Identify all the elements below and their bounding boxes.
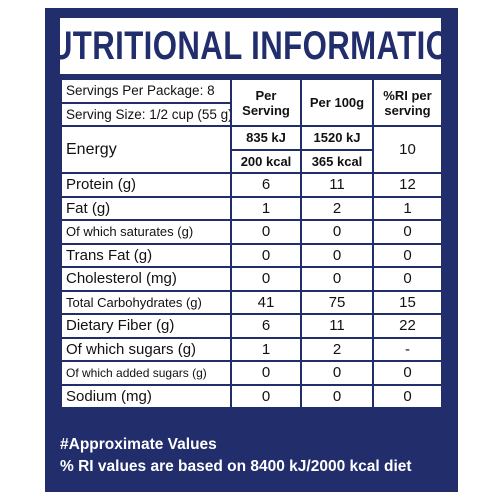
nutrient-row: Dietary Fiber (g) 6 11 22 (60, 313, 443, 339)
cell: 1 (230, 195, 302, 221)
cell: 0 (372, 360, 443, 386)
cell: 41 (230, 289, 302, 315)
nutrient-row: Of which saturates (g) 0 0 0 (60, 219, 443, 245)
cell: 6 (230, 172, 302, 198)
nutrient-row: Of which sugars (g) 1 2- (60, 336, 443, 362)
row-label: Of which added sugars (g) (60, 360, 232, 386)
cell: 22 (372, 313, 443, 339)
row-label: Energy (60, 125, 232, 174)
row-label: Trans Fat (g) (60, 242, 232, 268)
row-label: Of which sugars (g) (60, 336, 232, 362)
row-label: Dietary Fiber (g) (60, 313, 232, 339)
row-label: Sodium (mg) (60, 383, 232, 409)
column-header: Per Serving (230, 78, 302, 127)
cell: 0 (300, 242, 374, 268)
cell: 11 (300, 172, 374, 198)
cell: 0 (372, 266, 443, 292)
cell: 0 (300, 266, 374, 292)
serving-size: Serving Size: 1/2 cup (55 g) (60, 101, 232, 127)
nutrient-row: Of which added sugars (g) 0 0 0 (60, 360, 443, 386)
cell: 15 (372, 289, 443, 315)
row-label: Total Carbohydrates (g) (60, 289, 232, 315)
label-panel: NUTRITIONAL INFORMATION Servings Per Pac… (45, 8, 458, 492)
cell: 10 (372, 125, 443, 174)
header-row: Servings Per Package: 8 Per Serving Per … (60, 78, 443, 127)
cell: 0 (300, 219, 374, 245)
cell: 1 (230, 336, 302, 362)
title-box: NUTRITIONAL INFORMATION (60, 18, 441, 74)
column-header: %RI per serving (372, 78, 443, 127)
nutrient-row: Cholesterol (mg) 0 0 0 (60, 266, 443, 292)
cell: 0 (230, 266, 302, 292)
cell: 1 (372, 195, 443, 221)
column-header: Per 100g (300, 78, 374, 127)
cell: - (372, 336, 443, 362)
cell: 0 (230, 360, 302, 386)
nutrient-row: Sodium (mg) 0 0 0 (60, 383, 443, 409)
cell: 75 (300, 289, 374, 315)
cell: 365 kcal (300, 148, 374, 174)
nutrient-row: Protein (g) 6 11 12 (60, 172, 443, 198)
servings-per-package: Servings Per Package: 8 (60, 78, 232, 104)
cell: 0 (300, 360, 374, 386)
row-label: Of which saturates (g) (60, 219, 232, 245)
cell: 0 (372, 219, 443, 245)
cell: 2 (300, 195, 374, 221)
cell: 12 (372, 172, 443, 198)
row-label: Cholesterol (mg) (60, 266, 232, 292)
nutrition-table: Servings Per Package: 8 Per Serving Per … (60, 78, 443, 409)
header-row: Serving Size: 1/2 cup (55 g) (60, 101, 442, 127)
row-label: Protein (g) (60, 172, 232, 198)
title: NUTRITIONAL INFORMATION (60, 23, 441, 68)
energy-row: Energy 835 kJ 1520 kJ 10 (60, 125, 443, 174)
cell: 0 (230, 242, 302, 268)
nutrient-row: Total Carbohydrates (g) 41 75 15 (60, 289, 443, 315)
cell: 1520 kJ (300, 125, 374, 151)
cell: 0 (372, 242, 443, 268)
cell: 6 (230, 313, 302, 339)
cell: 0 (300, 383, 374, 409)
energy-row: 200 kcal 365 kcal (61, 148, 442, 174)
row-label: Fat (g) (60, 195, 232, 221)
nutrient-row: Trans Fat (g) 0 0 0 (60, 242, 443, 268)
cell: 0 (230, 219, 302, 245)
cell: 2 (300, 336, 374, 362)
cell: 835 kJ (230, 125, 302, 151)
cell: 0 (372, 383, 443, 409)
nutrient-row: Fat (g) 1 2 1 (60, 195, 443, 221)
footnote: % RI values are based on 8400 kJ/2000 kc… (60, 458, 412, 475)
cell: 0 (230, 383, 302, 409)
cell: 200 kcal (230, 148, 302, 174)
cell: 11 (300, 313, 374, 339)
footnote: #Approximate Values (60, 436, 217, 453)
